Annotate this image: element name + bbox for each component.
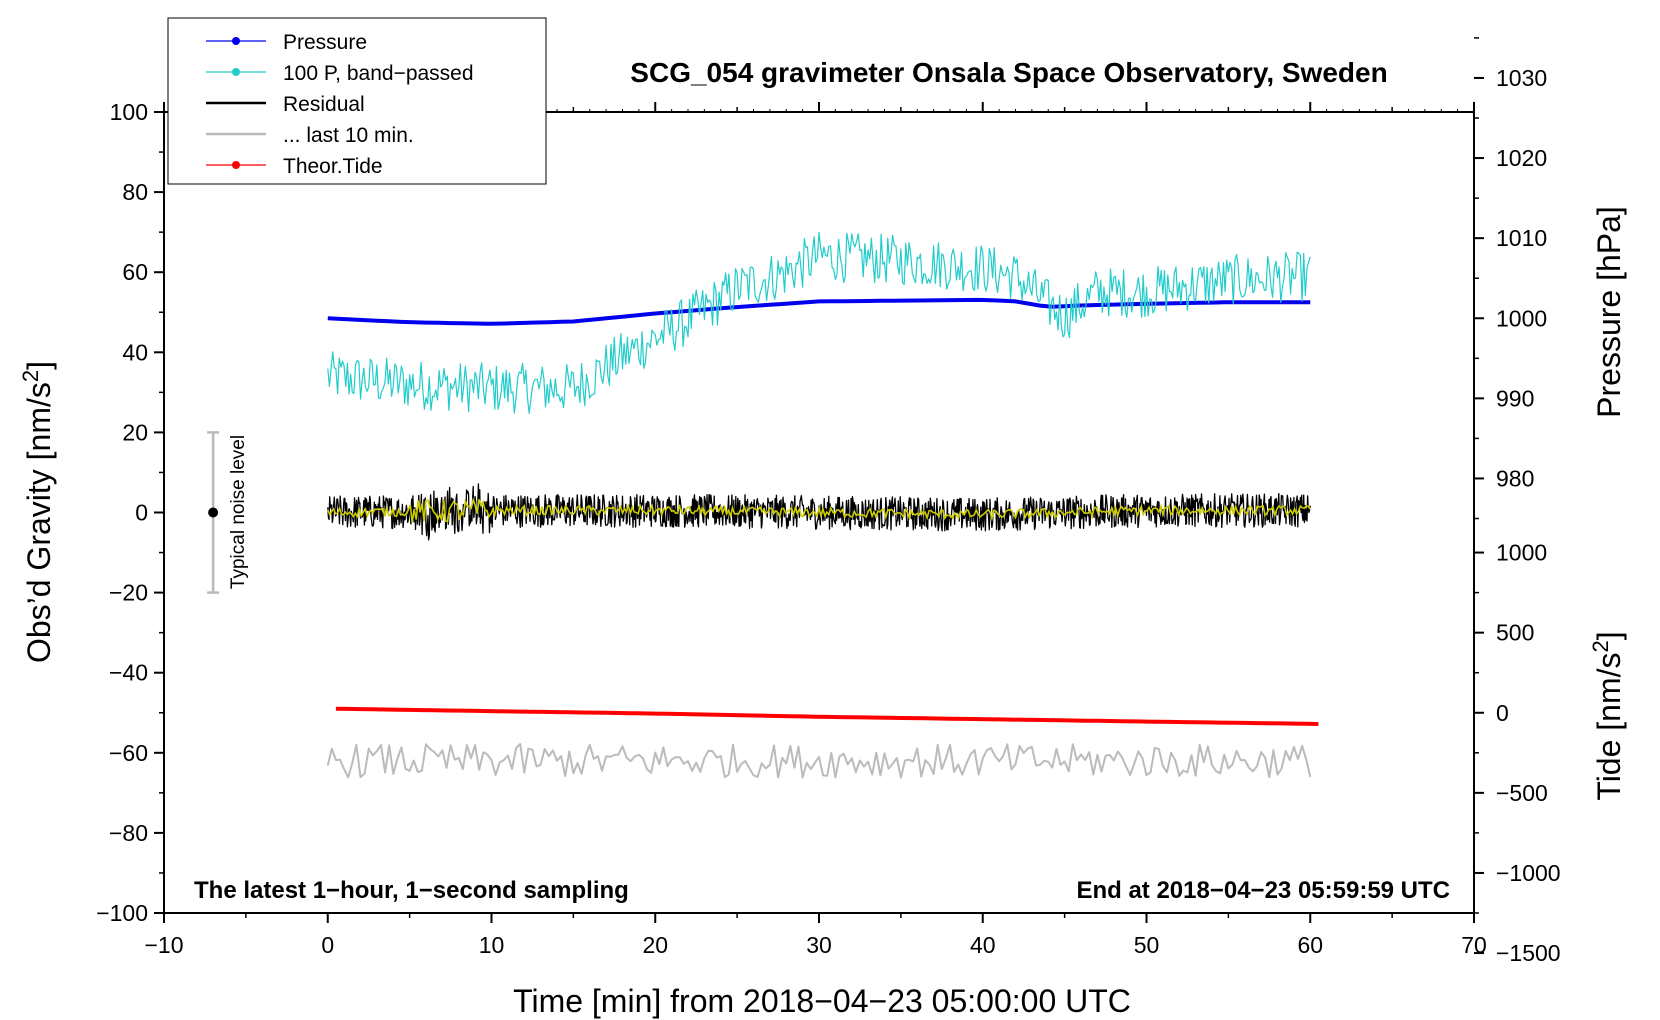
y-axis-title: Obs’d Gravity [nm/s2] <box>18 361 57 663</box>
x-axis: −10 0 10 20 30 40 50 60 70 <box>144 102 1487 958</box>
tide-tick-label: −1000 <box>1496 860 1561 886</box>
legend-label: Residual <box>283 93 365 116</box>
series-line-pressure <box>327 297 1311 326</box>
legend-label: ... last 10 min. <box>283 124 414 147</box>
y-tick-label: −60 <box>109 740 148 766</box>
pressure-tick-label: 1020 <box>1496 145 1547 171</box>
y-tick-label: −40 <box>109 660 148 686</box>
series-line-theor-tide <box>335 706 1319 726</box>
x-axis-title: Time [min] from 2018−04−23 05:00:00 UTC <box>513 983 1131 1019</box>
x-tick-label: 50 <box>1134 932 1160 958</box>
tide-axis-title-sup: 2 <box>1588 640 1613 652</box>
x-tick-label: −10 <box>144 932 183 958</box>
pressure-axis: 980 990 1000 1010 1020 1030 <box>1474 37 1547 520</box>
y-tick-label: 0 <box>135 500 148 526</box>
tide-tick-label: −500 <box>1496 780 1548 806</box>
y-tick-label: −20 <box>109 580 148 606</box>
x-tick-label: 20 <box>642 932 668 958</box>
x-tick-label: 0 <box>321 932 334 958</box>
annotation-end-time: End at 2018−04−23 05:59:59 UTC <box>1076 877 1450 904</box>
pressure-axis-title: Pressure [hPa] <box>1591 206 1627 418</box>
pressure-tick-label: 1010 <box>1496 225 1547 251</box>
noise-level-bar: Typical noise level <box>207 431 249 594</box>
tide-tick-label: −1500 <box>1496 940 1561 966</box>
y-tick-label: 100 <box>110 99 148 125</box>
legend-label: 100 P, band−passed <box>283 62 474 85</box>
x-tick-label: 60 <box>1297 932 1323 958</box>
pressure-tick-label: 1030 <box>1496 65 1547 91</box>
legend-marker <box>232 161 240 169</box>
series-line-last-10-min <box>326 743 1312 779</box>
series-line-residual-smoothed <box>327 497 1311 523</box>
y-tick-label: −100 <box>96 900 148 926</box>
tide-axis: −1500 −1000 −500 0 500 1000 <box>1474 540 1561 966</box>
y-axis-title-end: ] <box>21 361 57 370</box>
y-tick-label: 20 <box>122 419 148 445</box>
legend: Pressure 100 P, band−passed Residual ... la… <box>167 17 547 185</box>
pressure-tick-label: 990 <box>1496 385 1534 411</box>
tide-axis-title-main: Tide [nm/s <box>1591 652 1627 800</box>
noise-level-label: Typical noise level <box>228 435 249 589</box>
y-axis-title-main: Obs’d Gravity [nm/s <box>21 382 57 663</box>
x-tick-label: 10 <box>479 932 505 958</box>
y-tick-label: 60 <box>122 259 148 285</box>
series-line-100-p-band-passed <box>327 231 1311 414</box>
tide-tick-label: 500 <box>1496 620 1534 646</box>
annotation-sampling: The latest 1−hour, 1−second sampling <box>194 877 629 904</box>
pressure-tick-label: 980 <box>1496 465 1534 491</box>
tide-axis-title-end: ] <box>1591 631 1627 640</box>
series-layer <box>326 231 1319 779</box>
y-tick-label: −80 <box>109 820 148 846</box>
tide-tick-label: 1000 <box>1496 540 1547 566</box>
y-axis-title-sup: 2 <box>18 370 43 382</box>
noise-level-dot <box>208 507 219 518</box>
legend-label: Pressure <box>283 31 367 54</box>
pressure-tick-label: 1000 <box>1496 305 1547 331</box>
x-tick-label: 70 <box>1461 932 1487 958</box>
y-tick-label: 40 <box>122 339 148 365</box>
x-tick-label: 40 <box>970 932 996 958</box>
chart-title: SCG_054 gravimeter Onsala Space Observat… <box>630 57 1387 88</box>
legend-marker <box>232 68 240 76</box>
tide-axis-title: Tide [nm/s2] <box>1588 631 1627 800</box>
legend-box <box>167 17 547 185</box>
tide-tick-label: 0 <box>1496 700 1509 726</box>
x-tick-label: 30 <box>806 932 832 958</box>
gravity-axis: −100 −80 −60 −40 −20 0 20 40 60 80 100 <box>96 99 164 926</box>
legend-marker <box>232 37 240 45</box>
y-tick-label: 80 <box>122 179 148 205</box>
legend-label: Theor.Tide <box>283 155 383 178</box>
